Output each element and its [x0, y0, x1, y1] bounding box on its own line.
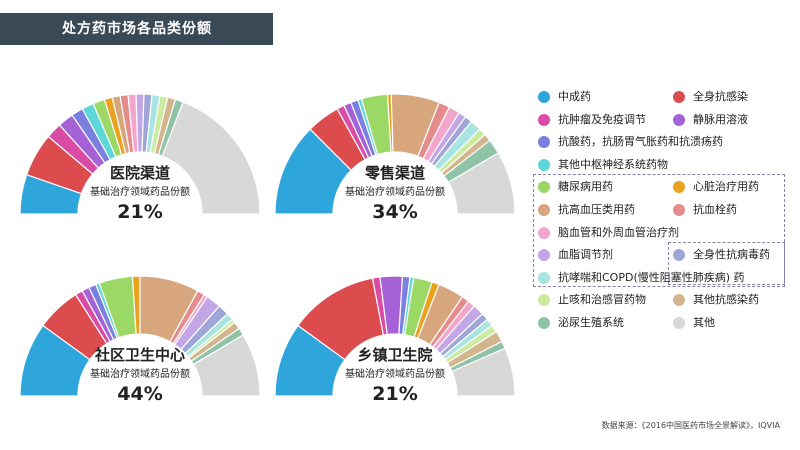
chart-subtitle: 基础治疗领域药品份额: [345, 185, 445, 198]
chart-share-value: 21%: [372, 383, 417, 405]
legend-label: 止咳和治感冒药物: [558, 293, 646, 307]
legend-label: 心脏治疗用药: [693, 180, 759, 194]
chart-share-value: 44%: [117, 383, 162, 405]
legend-circle-icon: [538, 249, 550, 262]
legend-label: 全身性抗病毒药: [693, 248, 770, 262]
legend-circle-icon: [538, 158, 550, 171]
legend-label: 中成药: [558, 90, 591, 103]
chart-title: 医院渠道: [110, 164, 170, 182]
legend-label: 泌尿生殖系统: [558, 316, 624, 329]
legend-label: 糖尿病用药: [558, 180, 613, 194]
legend-circle-icon: [538, 113, 550, 126]
chart-subtitle: 基础治疗领域药品份额: [90, 185, 190, 198]
legend-circle-icon: [673, 294, 685, 307]
legend-circle-icon: [538, 204, 550, 216]
donut-slice: [447, 152, 516, 215]
legend-label: 抗高血压类用药: [558, 203, 635, 216]
legend-circle-icon: [673, 249, 685, 262]
donut-slice: [451, 347, 516, 397]
legend-circle-icon: [538, 271, 550, 284]
legend-circle-icon: [673, 91, 685, 103]
chart-share-value: 34%: [372, 201, 417, 223]
legend-label: 抗酸药，抗肠胃气胀药和抗溃疡药: [558, 135, 723, 149]
legend-circle-icon: [673, 181, 685, 194]
legend-label: 抗血栓药: [693, 203, 737, 216]
source-note: 数据来源：《2016中国医药市场全景解读》，IQVIA: [601, 421, 780, 430]
legend-label: 全身抗感染: [693, 90, 748, 103]
legend-label: 其他中枢神经系统药物: [558, 157, 668, 171]
legend-label: 抗肿瘤及免疫调节: [558, 112, 646, 126]
legend-circle-icon: [538, 136, 550, 149]
page-title: 处方药市场各品类份额: [0, 13, 273, 45]
legend-label: 抗哮喘和COPD(慢性阻塞性肺疾病) 药: [558, 270, 745, 284]
legend-label: 其他: [693, 316, 715, 329]
legend-circle-icon: [673, 204, 685, 216]
legend-label: 其他抗感染药: [693, 293, 759, 307]
legend-circle-icon: [673, 113, 685, 126]
legend-group-box: [668, 242, 785, 285]
legend-circle-icon: [538, 91, 550, 103]
chart-title: 乡镇卫生院: [357, 346, 432, 364]
chart-title: 社区卫生中心: [94, 346, 185, 364]
donut-slice: [192, 334, 261, 397]
chart-share-value: 21%: [117, 201, 162, 223]
chart-subtitle: 基础治疗领域药品份额: [345, 367, 445, 380]
legend-circle-icon: [538, 317, 550, 329]
chart-subtitle: 基础治疗领域药品份额: [90, 367, 190, 380]
chart-title: 零售渠道: [364, 164, 425, 182]
legend-group-box: [533, 174, 785, 288]
legend-circle-icon: [538, 181, 550, 194]
legend-circle-icon: [538, 226, 550, 239]
legend-label: 静脉用溶液: [693, 112, 748, 126]
donut-slice: [161, 101, 261, 215]
legend: 中成药 全身抗感染抗肿瘤及免疫调节 静脉用溶液抗酸药，抗肠胃气胀药和抗溃疡药 其他中枢…: [533, 88, 793, 388]
legend-label: 脑血管和外周血管治疗剂: [558, 225, 679, 239]
legend-label: 血脂调节剂: [558, 248, 613, 262]
legend-circle-icon: [538, 294, 550, 307]
legend-circle-icon: [673, 317, 685, 329]
